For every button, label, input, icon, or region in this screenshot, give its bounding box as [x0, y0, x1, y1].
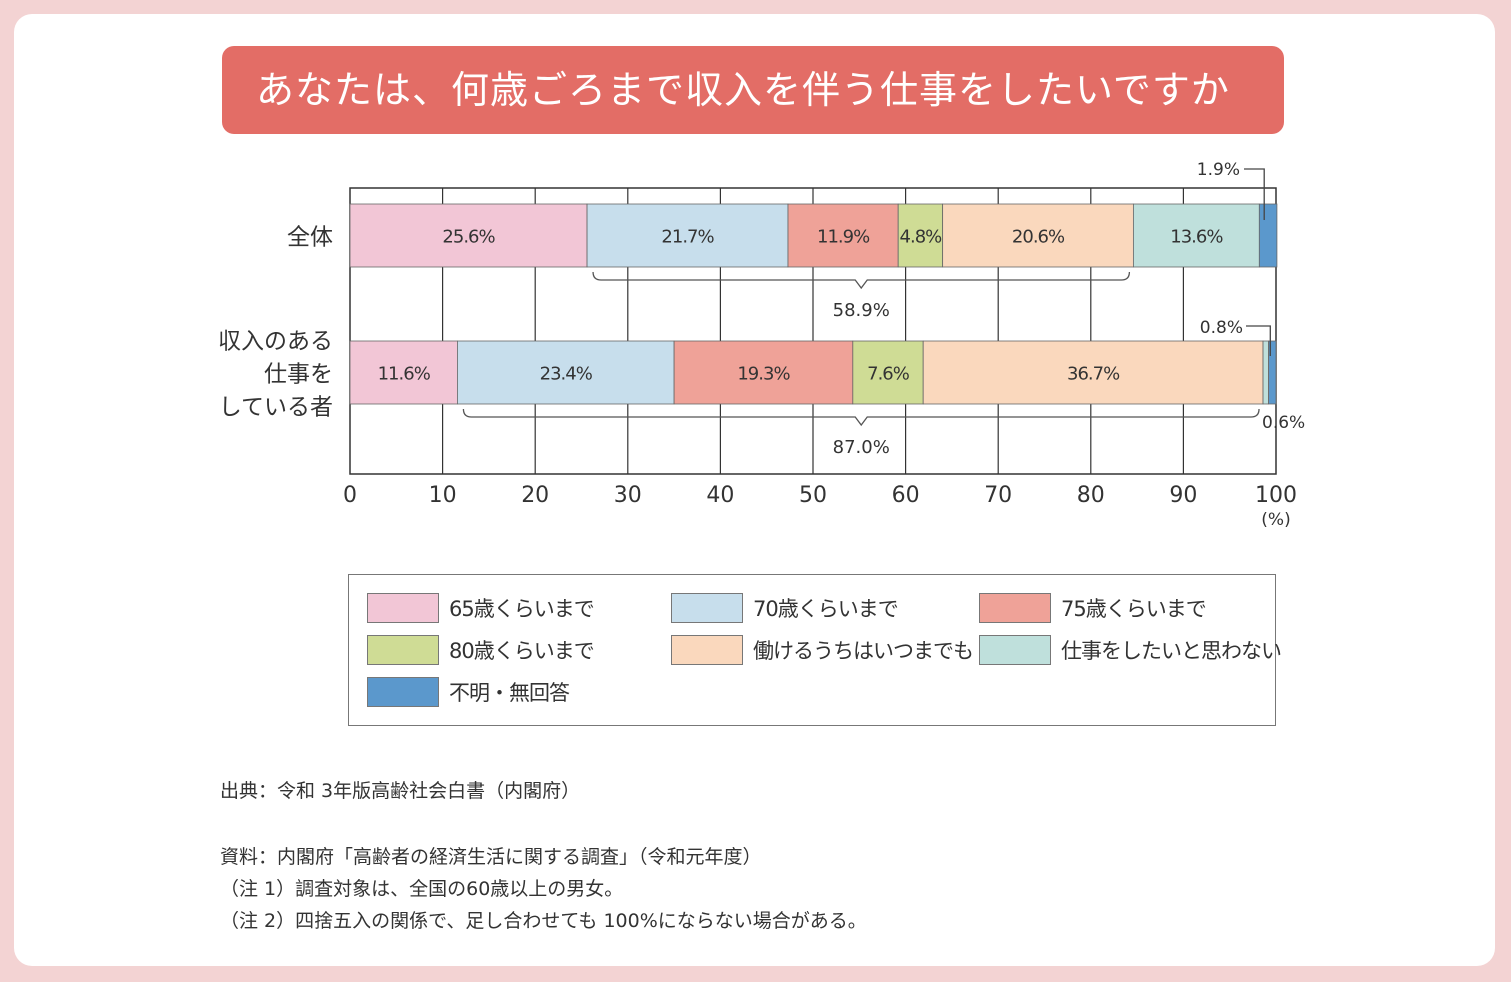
x-tick-label: 20: [521, 483, 549, 508]
bar-segment: [457, 340, 675, 405]
legend-item-70: 70歳くらいまで: [671, 591, 899, 625]
subtotal-bracket: [592, 271, 1131, 290]
callout-label: 0.8%: [1200, 318, 1243, 338]
bar-segment: [349, 340, 458, 405]
chart-frame: [14, 14, 1495, 966]
legend-label-unknown: 不明・無回答: [449, 681, 570, 705]
legend-swatch-80: [367, 635, 439, 665]
legend-item-no-work: 仕事をしたいと思わない: [979, 633, 1282, 667]
legend-label-no-work: 仕事をしたいと思わない: [1061, 639, 1282, 663]
data-label: 7.6%: [867, 364, 910, 385]
legend-swatch-unknown: [367, 677, 439, 707]
bar-segment: [1268, 340, 1277, 405]
data-label: 21.7%: [661, 227, 714, 248]
legend-label-75: 75歳くらいまで: [1061, 597, 1207, 621]
data-label: 11.6%: [378, 364, 431, 385]
source-note: 出典：令和 3年版高齢社会白書（内閣府）: [220, 780, 581, 802]
bar-segment: [897, 203, 944, 268]
subtotal-bracket: [462, 408, 1260, 427]
bar-segment: [1258, 203, 1278, 268]
data-label: 13.6%: [1170, 227, 1223, 248]
category-label: 収入のある: [218, 329, 333, 355]
legend: 65歳くらいまで 70歳くらいまで 75歳くらいまで 80歳くらいまで 働けるう…: [348, 574, 1282, 726]
legend-swatch-70: [671, 593, 743, 623]
x-tick-label: 100: [1255, 483, 1297, 508]
callout-label: 1.9%: [1197, 160, 1240, 180]
category-label: 全体: [287, 225, 333, 251]
legend-label-65: 65歳くらいまで: [449, 597, 595, 621]
x-tick-label: 10: [429, 483, 457, 508]
x-tick-label: 80: [1077, 483, 1105, 508]
callout-label: 0.6%: [1262, 413, 1305, 433]
legend-item-75: 75歳くらいまで: [979, 591, 1207, 625]
x-tick-label: 40: [706, 483, 734, 508]
data-label: 11.9%: [817, 227, 870, 248]
legend-swatch-65: [367, 593, 439, 623]
bar-segment: [787, 203, 899, 268]
callout-line: [1244, 168, 1265, 220]
bar-segment: [586, 203, 789, 268]
x-tick-label: 0: [343, 483, 357, 508]
x-tick-label: 60: [892, 483, 920, 508]
x-tick-label: 50: [799, 483, 827, 508]
legend-swatch-75: [979, 593, 1051, 623]
x-axis-unit: (%): [1261, 510, 1290, 530]
x-tick-label: 30: [614, 483, 642, 508]
legend-label-70: 70歳くらいまで: [753, 597, 899, 621]
data-label: 36.7%: [1067, 364, 1120, 385]
bar-segment: [673, 340, 854, 405]
category-label: 仕事を: [264, 362, 333, 388]
legend-item-unknown: 不明・無回答: [367, 675, 570, 709]
bar-segment: [1262, 340, 1269, 405]
legend-swatch-forever: [671, 635, 743, 665]
note-1: （注 1）調査対象は、全国の60歳以上の男女。: [220, 878, 624, 900]
note-2: （注 2）四捨五入の関係で、足し合わせても 100%にならない場合がある。: [220, 910, 867, 932]
bar-segment: [942, 203, 1134, 268]
x-tick-label: 70: [984, 483, 1012, 508]
subtotal-label: 58.9%: [833, 300, 890, 321]
legend-item-65: 65歳くらいまで: [367, 591, 595, 625]
legend-item-forever: 働けるうちはいつまでも: [671, 633, 974, 667]
callout-line: [1246, 325, 1271, 356]
legend-label-forever: 働けるうちはいつまでも: [753, 639, 974, 663]
chart-title: あなたは、何歳ごろまで収入を伴う仕事をしたいですか: [222, 46, 1284, 134]
data-label: 20.6%: [1012, 227, 1065, 248]
subtotal-label: 87.0%: [833, 437, 890, 458]
bar-segment: [1132, 203, 1260, 268]
bar-segment: [852, 340, 924, 405]
legend-swatch-no-work: [979, 635, 1051, 665]
data-label: 19.3%: [737, 364, 790, 385]
data-label: 23.4%: [540, 364, 593, 385]
data-label: 25.6%: [442, 227, 495, 248]
legend-label-80: 80歳くらいまで: [449, 639, 595, 663]
data-source-note: 資料：内閣府「高齢者の経済生活に関する調査」（令和元年度）: [220, 846, 762, 868]
data-label: 4.8%: [900, 227, 943, 248]
category-label: している者: [219, 395, 333, 421]
legend-item-80: 80歳くらいまで: [367, 633, 595, 667]
x-tick-label: 90: [1169, 483, 1197, 508]
bar-segment: [922, 340, 1264, 405]
